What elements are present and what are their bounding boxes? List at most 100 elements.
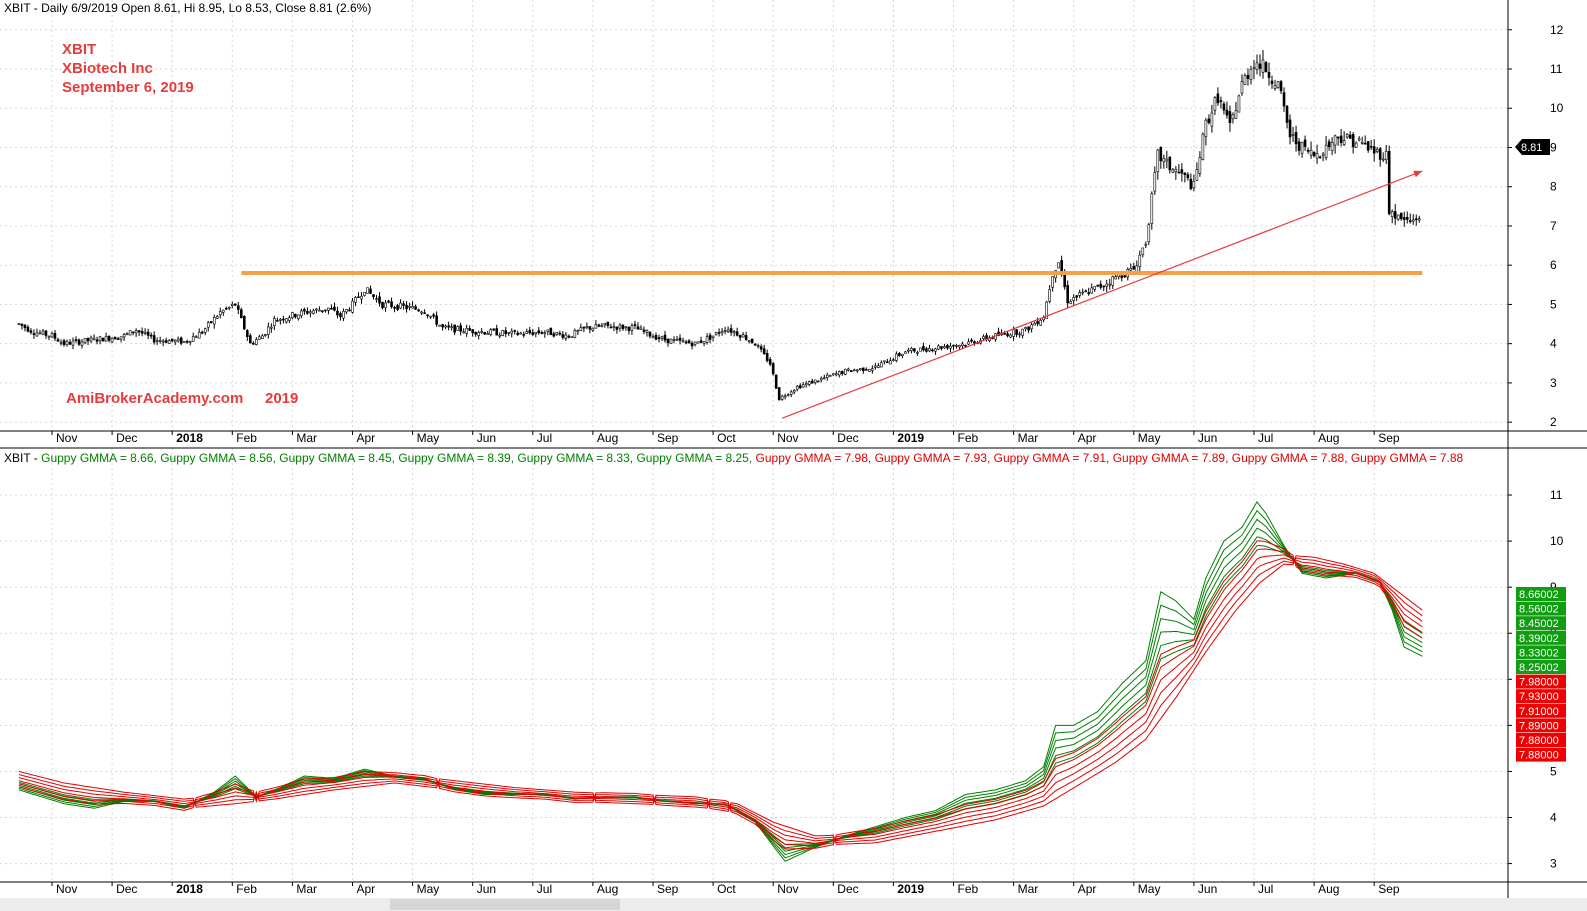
candle-body [931,349,934,352]
candle-body [853,369,856,372]
candle-body [233,303,237,306]
gmma-legend-item: Guppy GMMA = 7.89, [1109,451,1228,465]
candle-body [1198,157,1202,174]
candle-body [711,335,715,338]
candle-body [300,310,303,317]
annotation-watermark: AmiBrokerAcademy.com [66,390,243,407]
candle-body [450,326,453,328]
candle-body [107,336,111,341]
candle-body [943,346,946,349]
candle-body [633,324,637,326]
candle-body [1216,93,1220,104]
candle-body [889,360,892,365]
candle-body [612,326,616,328]
candle-body [89,337,93,342]
candle-body [513,330,517,332]
candle-body [285,318,288,323]
candle-body [366,287,369,294]
candle-body [324,309,327,312]
candle-body [161,340,165,343]
candle-body [399,302,402,309]
candle-body [1297,141,1301,151]
gmma-value-badge [1516,674,1566,689]
candle-body [23,324,27,329]
candle-body [570,336,574,338]
candle-body [1159,146,1163,162]
candle-body [1213,97,1217,111]
candle-body [143,331,147,334]
candle-body [1285,105,1289,123]
candle-body [483,332,487,335]
candle-body [249,335,252,344]
x-tick-label: Apr [357,431,376,445]
candle-body [1144,243,1148,246]
candle-body [1321,153,1325,156]
annotation-date: September 6, 2019 [62,79,194,96]
grid [0,0,1508,882]
candle-body [528,330,532,334]
candle-body [492,328,496,331]
x-tick-label: Feb [958,431,979,445]
candle-body [486,333,490,335]
candle-body [1411,219,1415,222]
candle-body [690,343,694,347]
candle-body [402,303,405,306]
candle-body [56,339,60,342]
candle-body [958,345,961,348]
candle-body [1153,172,1157,192]
scrollbar-thumb[interactable] [390,899,620,910]
candle-body [354,297,357,303]
candle-body [86,337,90,342]
candle-body [1072,297,1075,301]
candle-body [267,326,270,335]
last-value-text: 8.81 [1521,142,1542,154]
candle-body [1177,171,1181,174]
candle-body [672,339,676,341]
candle-body [303,309,306,312]
gmma-line [18,554,1423,844]
candle-body [606,321,610,326]
x-tick-label: May [1138,431,1161,445]
candle-body [949,345,952,349]
candle-body [227,306,231,309]
candle-body [339,313,342,318]
candle-body [534,331,538,335]
candle-body [1258,63,1262,69]
y-tick-label: 6 [1550,258,1557,272]
candle-body [1366,141,1370,151]
candle-body [1123,275,1127,278]
candle-body [1018,333,1021,336]
x-tick-label: 2018 [176,882,203,896]
candle-body [1081,291,1084,294]
candle-body [1339,135,1343,143]
gmma-legend-item: Guppy GMMA = 7.98, [752,451,871,465]
candle-body [1162,158,1166,163]
candle-body [1003,333,1006,335]
candle-body [179,337,183,344]
candle-body [756,345,760,347]
candle-body [648,331,652,337]
candle-body [1405,216,1409,220]
candle-body [101,337,105,342]
candle-body [684,341,688,344]
candle-body [1078,292,1081,296]
candle-body [243,316,246,330]
candle-body [660,336,664,339]
candle-body [919,347,922,352]
candle-body [615,326,619,330]
candle-body [1138,254,1142,267]
gmma-value-badge [1516,587,1566,601]
gmma-value-text: 8.33002 [1519,647,1559,659]
annotation-company: XBiotech Inc [62,60,153,77]
candle-body [1006,333,1009,337]
scrollbar-track[interactable] [0,898,1587,911]
candle-body [62,340,66,345]
candle-body [657,337,661,340]
candle-body [789,391,793,395]
candle-body [717,332,721,334]
y-tick-label: 7 [1550,219,1557,233]
candle-body [859,368,862,370]
candle-body [92,337,96,340]
